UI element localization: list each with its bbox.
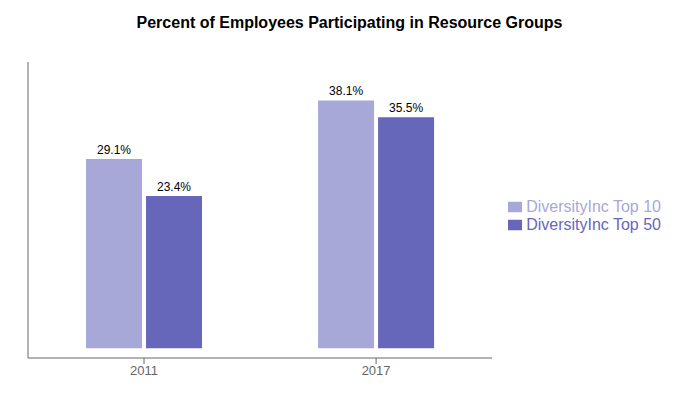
html-text:DiversityInc Top 50: DiversityInc Top 50 — [526, 215, 661, 233]
html-text:DiversityInc Top 10: DiversityInc Top 10 — [526, 197, 661, 215]
svg-text:38.1%: 38.1% — [329, 84, 363, 98]
svg-text:2017: 2017 — [362, 363, 391, 378]
svg-text:23.4%: 23.4% — [157, 180, 191, 194]
html-text:Percent of Employees Participa: Percent of Employees Participating in Re… — [136, 14, 563, 31]
svg-text:2011: 2011 — [130, 363, 158, 378]
svg-text:29.1%: 29.1% — [97, 143, 131, 157]
svg-text:35.5%: 35.5% — [389, 101, 423, 115]
